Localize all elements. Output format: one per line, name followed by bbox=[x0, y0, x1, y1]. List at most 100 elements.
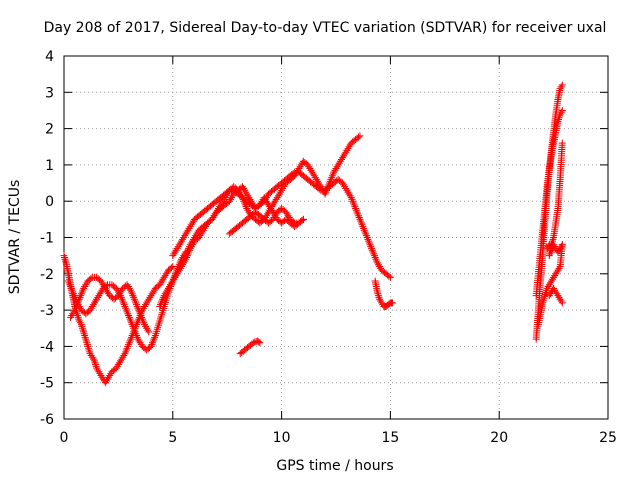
data-point bbox=[228, 194, 236, 202]
data-point bbox=[355, 214, 363, 222]
data-point bbox=[71, 306, 79, 314]
data-point bbox=[167, 264, 175, 272]
data-point bbox=[184, 226, 192, 234]
data-point bbox=[356, 132, 364, 140]
data-point bbox=[357, 217, 365, 225]
data-point bbox=[102, 286, 110, 294]
data-point bbox=[161, 290, 169, 298]
data-point bbox=[371, 253, 379, 261]
data-point bbox=[368, 244, 376, 252]
series-seg3 bbox=[67, 273, 153, 336]
data-point bbox=[127, 288, 135, 296]
data-point bbox=[246, 195, 254, 203]
data-point bbox=[181, 232, 189, 240]
data-point bbox=[158, 297, 166, 305]
data-point bbox=[261, 195, 269, 203]
data-point bbox=[550, 273, 558, 281]
data-point bbox=[142, 322, 150, 330]
data-point bbox=[340, 152, 348, 160]
data-point bbox=[121, 302, 129, 310]
data-point bbox=[298, 217, 306, 225]
data-point bbox=[265, 201, 273, 209]
data-point bbox=[182, 230, 190, 238]
data-point bbox=[557, 108, 565, 116]
data-point bbox=[557, 243, 565, 251]
data-point bbox=[167, 281, 175, 289]
data-point bbox=[348, 195, 356, 203]
data-point bbox=[244, 206, 252, 214]
data-point bbox=[62, 257, 70, 265]
data-point bbox=[133, 302, 141, 310]
data-point bbox=[83, 341, 91, 349]
data-point bbox=[376, 295, 384, 303]
data-point bbox=[162, 270, 170, 278]
data-point bbox=[342, 184, 350, 192]
data-point bbox=[174, 243, 182, 251]
data-point bbox=[240, 184, 248, 192]
data-point bbox=[95, 292, 103, 300]
data-point bbox=[112, 364, 120, 372]
data-point bbox=[77, 321, 85, 329]
data-point bbox=[188, 219, 196, 227]
data-point bbox=[341, 150, 349, 158]
chart-title: Day 208 of 2017, Sidereal Day-to-day VTE… bbox=[44, 20, 607, 36]
data-point bbox=[185, 224, 193, 232]
data-point bbox=[90, 299, 98, 307]
data-point bbox=[60, 252, 68, 260]
data-point bbox=[558, 139, 566, 147]
data-point bbox=[347, 194, 355, 202]
data-point bbox=[138, 313, 146, 321]
data-point bbox=[556, 112, 564, 120]
data-point bbox=[91, 359, 99, 367]
data-point bbox=[282, 208, 290, 216]
data-point bbox=[546, 279, 554, 287]
data-point bbox=[295, 165, 303, 173]
data-point bbox=[122, 304, 130, 312]
data-point bbox=[374, 290, 382, 298]
data-point bbox=[256, 201, 264, 209]
data-point bbox=[547, 248, 555, 256]
data-point bbox=[554, 116, 562, 124]
data-point bbox=[146, 293, 154, 301]
data-point bbox=[314, 177, 322, 185]
data-point bbox=[329, 170, 337, 178]
data-point bbox=[123, 308, 131, 316]
data-point bbox=[156, 301, 164, 309]
data-point bbox=[133, 301, 141, 309]
data-point bbox=[67, 284, 75, 292]
data-point bbox=[80, 330, 88, 338]
data-point bbox=[262, 197, 270, 205]
data-point bbox=[81, 333, 89, 341]
data-point bbox=[309, 170, 317, 178]
data-point bbox=[349, 199, 357, 207]
data-point bbox=[554, 248, 562, 256]
y-tick-label: 2 bbox=[45, 122, 54, 138]
data-point bbox=[328, 174, 336, 182]
data-point bbox=[237, 192, 245, 200]
data-point bbox=[321, 190, 329, 198]
data-point bbox=[183, 253, 191, 261]
data-point bbox=[133, 333, 141, 341]
data-point bbox=[133, 332, 141, 340]
data-point bbox=[100, 283, 108, 291]
data-point bbox=[101, 284, 109, 292]
data-point bbox=[72, 304, 80, 312]
data-point bbox=[171, 248, 179, 256]
data-point bbox=[135, 306, 143, 314]
data-point bbox=[354, 133, 362, 141]
data-point bbox=[89, 355, 97, 363]
y-tick-label: -2 bbox=[40, 267, 54, 283]
data-point bbox=[178, 263, 186, 271]
data-point bbox=[330, 168, 338, 176]
data-point bbox=[363, 234, 371, 241]
data-point bbox=[89, 301, 97, 309]
data-point bbox=[185, 246, 193, 254]
data-point bbox=[245, 208, 253, 216]
data-point bbox=[124, 342, 132, 350]
data-point bbox=[140, 319, 148, 327]
data-point bbox=[323, 184, 331, 192]
data-point bbox=[125, 284, 133, 292]
grid bbox=[64, 56, 608, 419]
series-seg5 bbox=[164, 132, 364, 292]
data-point bbox=[125, 312, 133, 320]
